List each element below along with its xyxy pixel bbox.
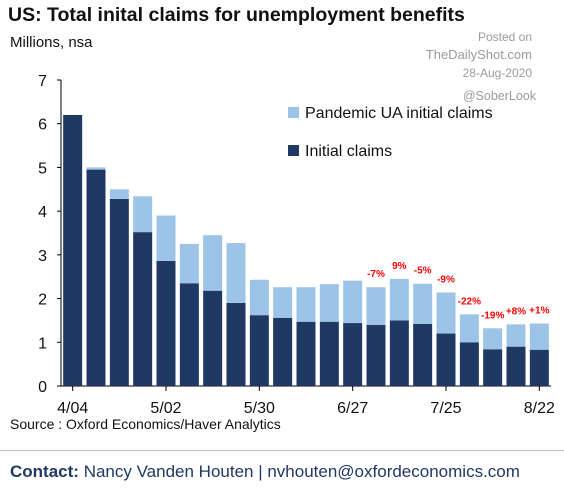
- bar-pandemic-ua: [156, 215, 176, 261]
- chart-subtitle: Millions, nsa: [10, 34, 93, 51]
- bar-initial-claims: [179, 283, 199, 386]
- bar-pandemic-ua: [226, 243, 246, 303]
- legend-swatch: [288, 107, 299, 118]
- contact-line: Contact: Nancy Vanden Houten | nvhouten@…: [10, 462, 520, 482]
- bar-pandemic-ua: [133, 196, 153, 233]
- x-tick-label: 7/25: [430, 400, 461, 417]
- pct-change-label: +8%: [506, 306, 526, 317]
- bar-initial-claims: [529, 349, 549, 386]
- chart: 0 1 2 3 4 5 6 7 4/04 5/02 5/30 6/27 7/25 8/22 -7% 9% -5%…: [38, 73, 555, 417]
- bar-pandemic-ua: [459, 314, 479, 343]
- legend-label: Initial claims: [305, 143, 392, 160]
- chart-title: US: Total inital claims for unemployment…: [8, 4, 465, 26]
- watermark-date: 28-Aug-2020: [462, 66, 532, 80]
- contact-label: Contact:: [10, 462, 79, 481]
- x-tick-label: 5/02: [150, 400, 181, 417]
- y-tick-label: 3: [38, 248, 47, 265]
- bar-initial-claims: [203, 290, 223, 386]
- bar-initial-claims: [296, 321, 316, 386]
- bar-initial-claims: [506, 346, 526, 386]
- watermark-handle: @SoberLook: [462, 89, 536, 103]
- legend-swatch: [288, 145, 299, 156]
- bar-pandemic-ua: [343, 280, 363, 324]
- bar-initial-claims: [413, 323, 433, 386]
- bar-pandemic-ua: [483, 328, 503, 350]
- bar-initial-claims: [319, 321, 339, 386]
- pct-change-label: +1%: [529, 305, 549, 316]
- contact-text: Nancy Vanden Houten | nvhouten@oxfordeco…: [83, 462, 520, 481]
- footer-divider: [0, 450, 564, 451]
- bar-pandemic-ua: [86, 167, 106, 170]
- bar-pandemic-ua: [529, 323, 549, 350]
- source-note: Source : Oxford Economics/Haver Analytic…: [10, 416, 281, 432]
- bar-pandemic-ua: [389, 278, 409, 321]
- bar-pandemic-ua: [109, 189, 129, 199]
- x-tick-label: 8/22: [524, 400, 555, 417]
- bar-initial-claims: [249, 315, 269, 386]
- y-tick-label: 0: [38, 379, 47, 396]
- pct-change-label: -19%: [481, 310, 504, 321]
- y-tick-label: 7: [38, 73, 47, 90]
- bar-initial-claims: [133, 232, 153, 386]
- y-tick-label: 2: [38, 292, 47, 309]
- bar-pandemic-ua: [366, 287, 386, 325]
- bar-initial-claims: [86, 169, 106, 386]
- watermark: Posted on TheDailyShot.com 28-Aug-2020: [426, 28, 532, 82]
- x-tick-label: 4/04: [57, 400, 88, 417]
- bar-initial-claims: [366, 324, 386, 386]
- bar-pandemic-ua: [506, 324, 526, 347]
- y-tick-label: 5: [38, 160, 47, 177]
- bar-initial-claims: [109, 198, 129, 386]
- watermark-site: TheDailyShot.com: [425, 47, 532, 62]
- bar-pandemic-ua: [249, 279, 269, 316]
- pct-change-label: 9%: [392, 261, 407, 272]
- bar-pandemic-ua: [319, 284, 339, 322]
- bar-initial-claims: [226, 302, 246, 386]
- bar-pandemic-ua: [203, 235, 223, 291]
- bar-pandemic-ua: [179, 243, 199, 284]
- bar-pandemic-ua: [413, 283, 433, 324]
- pct-change-label: -5%: [414, 266, 432, 277]
- bar-initial-claims: [483, 349, 503, 386]
- bar-pandemic-ua: [273, 287, 293, 318]
- y-tick-label: 4: [38, 204, 47, 221]
- bar-initial-claims: [343, 323, 363, 386]
- pct-change-label: -7%: [367, 269, 385, 280]
- bar-initial-claims: [389, 320, 409, 386]
- pct-change-label: -9%: [437, 274, 455, 285]
- bar-initial-claims: [63, 114, 83, 386]
- bar-initial-claims: [459, 342, 479, 386]
- pct-change-label: -22%: [458, 296, 481, 307]
- bar-initial-claims: [156, 260, 176, 386]
- y-tick-label: 1: [38, 335, 47, 352]
- bar-pandemic-ua: [436, 292, 456, 334]
- y-tick-label: 6: [38, 117, 47, 134]
- x-tick-label: 6/27: [337, 400, 368, 417]
- bar-pandemic-ua: [296, 287, 316, 322]
- legend-label: Pandemic UA initial claims: [305, 105, 493, 122]
- x-tick-label: 5/30: [244, 400, 275, 417]
- bar-initial-claims: [273, 317, 293, 386]
- bar-initial-claims: [436, 333, 456, 386]
- watermark-posted-label: Posted on: [477, 30, 532, 44]
